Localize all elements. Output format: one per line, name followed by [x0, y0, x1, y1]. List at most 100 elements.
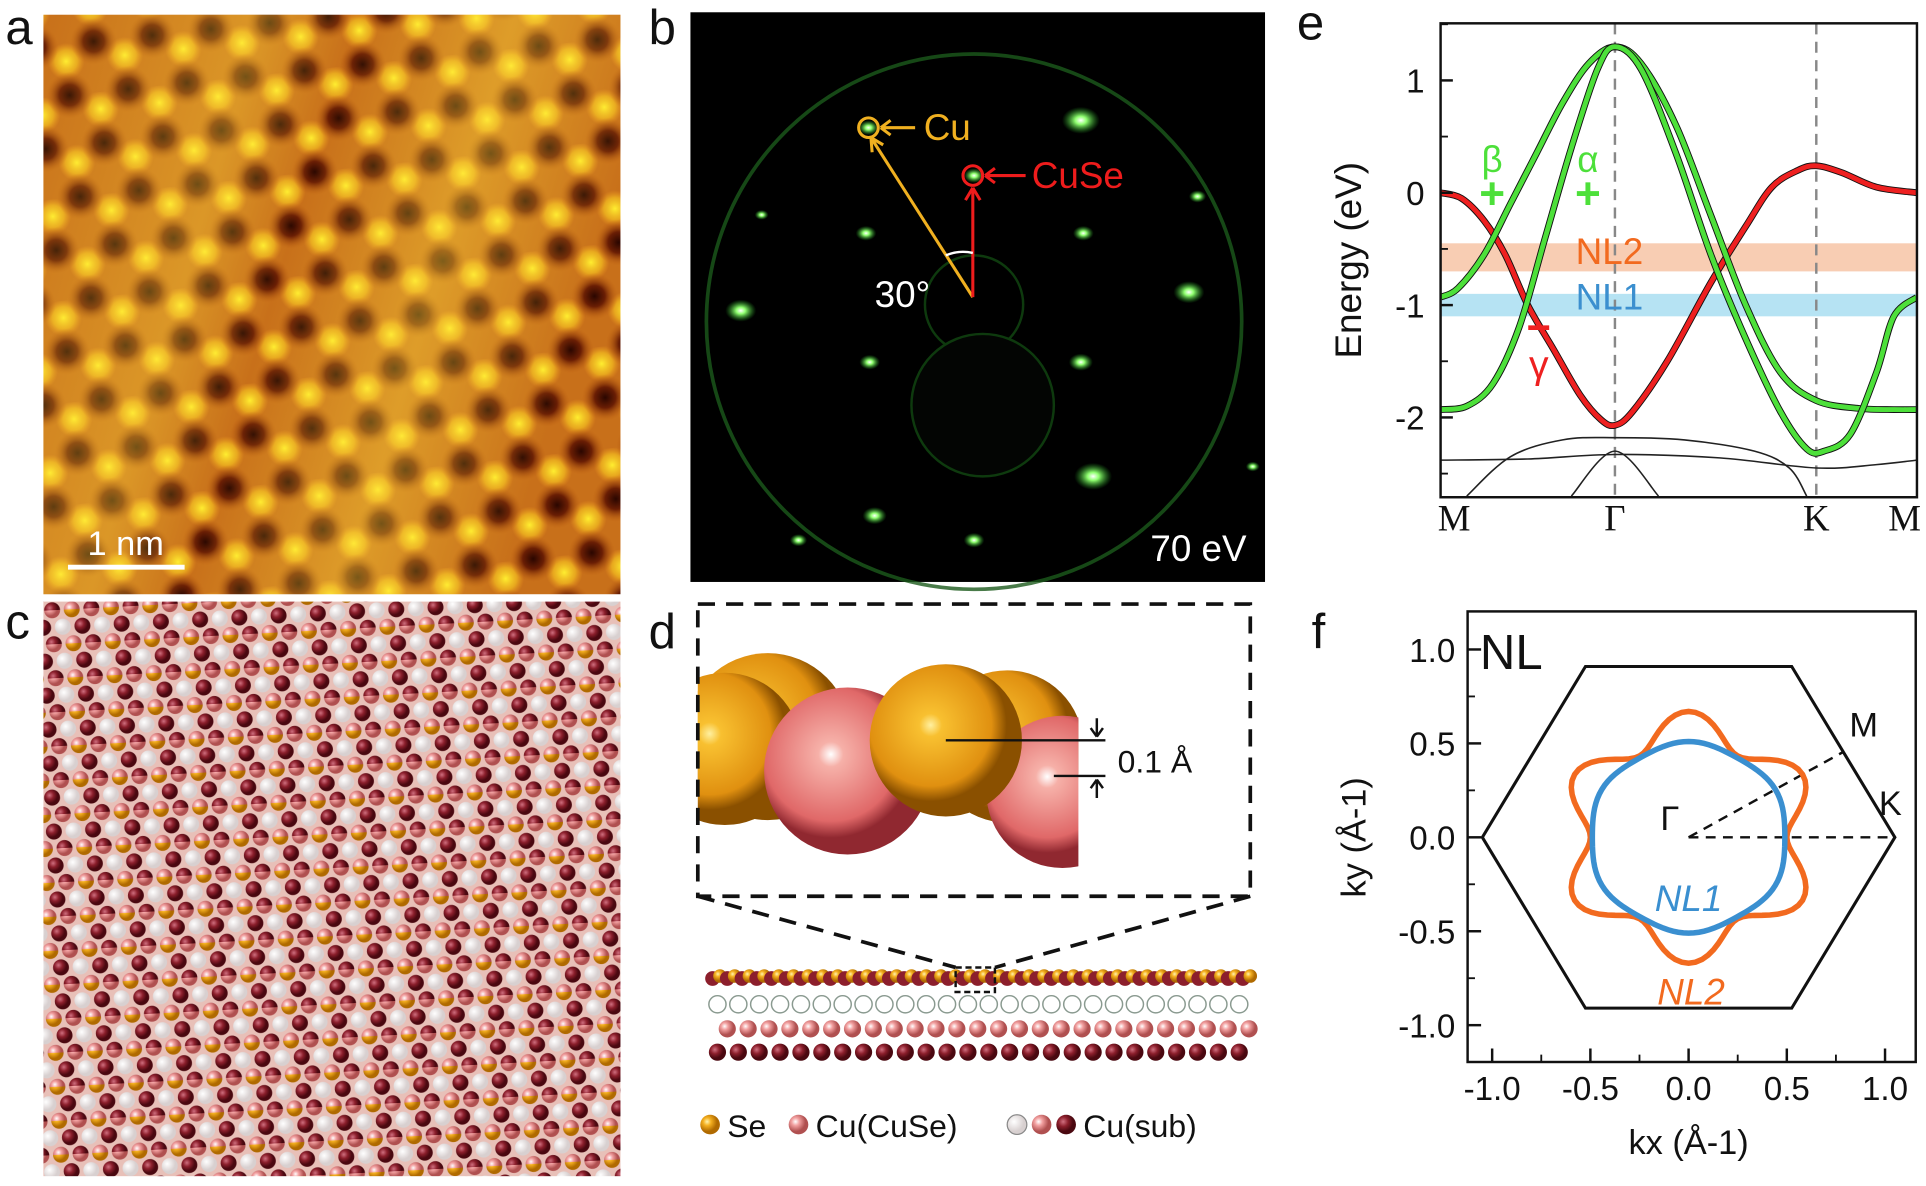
legend: Se Cu(CuSe) Cu(sub) — [700, 1108, 1197, 1144]
atom-cu-sub-mid — [843, 1020, 862, 1038]
nl2-label: NL2 — [1576, 231, 1644, 272]
atom-cu-sub-dark — [1230, 1043, 1248, 1061]
atom-cu-sub-mid — [1136, 1020, 1154, 1038]
atom-cu-sub-light — [1042, 994, 1061, 1014]
atom-cu-sub-dark — [959, 1043, 977, 1061]
x-tick-label: M — [1438, 497, 1471, 538]
atom-cu-sub-mid — [1198, 1020, 1216, 1038]
atom-cu-sub-mid — [1094, 1020, 1112, 1038]
atom-cu-sub-dark — [1084, 1043, 1102, 1061]
atom-cu-sub-light — [854, 994, 873, 1014]
atom-cu-sub-mid — [1073, 1020, 1091, 1038]
atom-cu-sub-dark — [1209, 1043, 1227, 1061]
atom-cu-sub-light — [1146, 994, 1166, 1014]
diffraction-spot — [754, 209, 769, 220]
atom-cu-sub-mid — [760, 1020, 778, 1038]
atom-cu-sub-light — [1083, 994, 1103, 1014]
atom-cu-sub-dark — [729, 1043, 747, 1061]
atom-cu-sub-dark — [875, 1043, 894, 1061]
band-line-1 — [1440, 44, 1917, 413]
band-line-2 — [1440, 44, 1917, 456]
k-point-label: K — [1879, 785, 1902, 823]
diffraction-spots — [725, 106, 1260, 548]
atom-cu-sub-dark — [792, 1043, 810, 1061]
nl1-contour-label: NL1 — [1655, 878, 1723, 919]
atom-cu-sub-light — [1000, 994, 1019, 1014]
x-tick-label: -0.5 — [1562, 1071, 1619, 1108]
atom-cu-sub-dark — [917, 1043, 935, 1061]
y-axis-label: Energy (eV) — [1328, 162, 1369, 359]
atom-cu-sub-mid — [739, 1020, 757, 1038]
cu-label: Cu — [924, 107, 971, 148]
atom-cu-sub-dark — [854, 1043, 873, 1061]
height-difference-label: 0.1 Å — [1118, 743, 1193, 779]
panel-label-c: c — [5, 595, 30, 649]
atom-cu-sub-light — [916, 994, 936, 1014]
atomic-model-top-view — [43, 601, 621, 1177]
leed-pattern: Cu CuSe 30° 70 eV — [690, 12, 1266, 592]
atom-cu-sub-light — [812, 994, 832, 1014]
atom-cu-sub-dark — [813, 1043, 831, 1061]
atom-cu-sub-dark — [896, 1043, 914, 1061]
scale-bar-label: 1 nm — [87, 525, 163, 563]
diffraction-spot — [1073, 225, 1094, 241]
atom-cu-sub-light — [1021, 994, 1040, 1014]
band-line-3 — [1440, 453, 1917, 470]
atom-cu-sub-light — [1209, 994, 1228, 1014]
atom-cu-sub-dark — [980, 1043, 998, 1061]
atom-cu-sub-light — [791, 994, 811, 1014]
atom-cu-sub-light — [749, 994, 769, 1014]
atom-cu-sub-dark — [1042, 1043, 1060, 1061]
stm-image: 1 nm — [43, 14, 621, 595]
atom-cu-sub-mid — [802, 1020, 820, 1038]
atom-cu-sub-mid — [718, 1020, 736, 1038]
plot-frame — [1439, 22, 1919, 499]
band-structure-chart: 1 0 -1 -2 M Γ K M Energy (eV) β + α + − γ NL2 N… — [1328, 22, 1921, 538]
x-axis-label: kx (Å-1) — [1628, 1123, 1748, 1162]
diffraction-spot — [1173, 281, 1205, 304]
x-tick-label: M — [1888, 497, 1921, 538]
band-line-5 — [1570, 450, 1660, 497]
band-line-0 — [1440, 163, 1917, 429]
y-tick-label: 1 — [1406, 64, 1424, 101]
band-line-4 — [1466, 436, 1808, 497]
side-view-model: 0.1 Å Se Cu(CuSe) Cu(sub) — [695, 602, 1258, 1144]
x-tick-label: -1.0 — [1464, 1071, 1521, 1108]
atom-cu-sub-light — [708, 994, 727, 1014]
diffraction-spot — [1074, 462, 1113, 490]
diffraction-spot — [1068, 353, 1093, 371]
atom-cu-sub-mid — [781, 1020, 799, 1038]
nodal-line-nl1 — [1589, 738, 1788, 936]
atom-cu-sub-mid — [864, 1020, 882, 1038]
diffraction-spot — [963, 168, 985, 183]
atom-cu-sub-dark — [1126, 1043, 1144, 1061]
atom-cu-sub-dark — [1147, 1043, 1165, 1061]
annotation-gamma: γ — [1529, 343, 1549, 387]
nodal-line-chart: 1.00.50.0-0.5-1.0-1.0 -0.5 0.0 0.5 1.0 NL Γ … — [1335, 610, 1917, 1162]
y-tick-label: -2 — [1395, 401, 1424, 438]
atom-cu-sub-light — [875, 994, 894, 1014]
diffraction-spot — [725, 299, 757, 322]
diffraction-spot — [963, 532, 985, 548]
panel-label-b: b — [649, 1, 676, 55]
annotation-beta: β — [1482, 139, 1503, 180]
y-tick-label: -1 — [1395, 288, 1424, 325]
m-point-label: M — [1849, 707, 1878, 745]
annotation-gamma-parity: − — [1527, 303, 1551, 350]
atom-cu-sub-mid — [885, 1020, 903, 1038]
gamma-m-dashed-line — [1688, 750, 1844, 839]
atom-se — [1243, 969, 1258, 983]
diffraction-spot — [1061, 106, 1100, 134]
nodal-line-nl2 — [1568, 708, 1809, 966]
atom-cu-sub-light — [1188, 994, 1207, 1014]
atom-cu-sub-dark — [938, 1043, 956, 1061]
x-tick-label: 0.5 — [1764, 1071, 1810, 1108]
atom-cu-sub-light — [1167, 994, 1186, 1014]
atom-cu-sub-mid — [1115, 1020, 1133, 1038]
atom-cu-sub-light — [895, 994, 915, 1014]
atom-cu-sub-light — [728, 994, 748, 1014]
atom-cu-sub-light — [1062, 994, 1082, 1014]
atom-cu-sub-mid — [990, 1020, 1008, 1038]
annotation-beta-parity: + — [1479, 170, 1505, 219]
